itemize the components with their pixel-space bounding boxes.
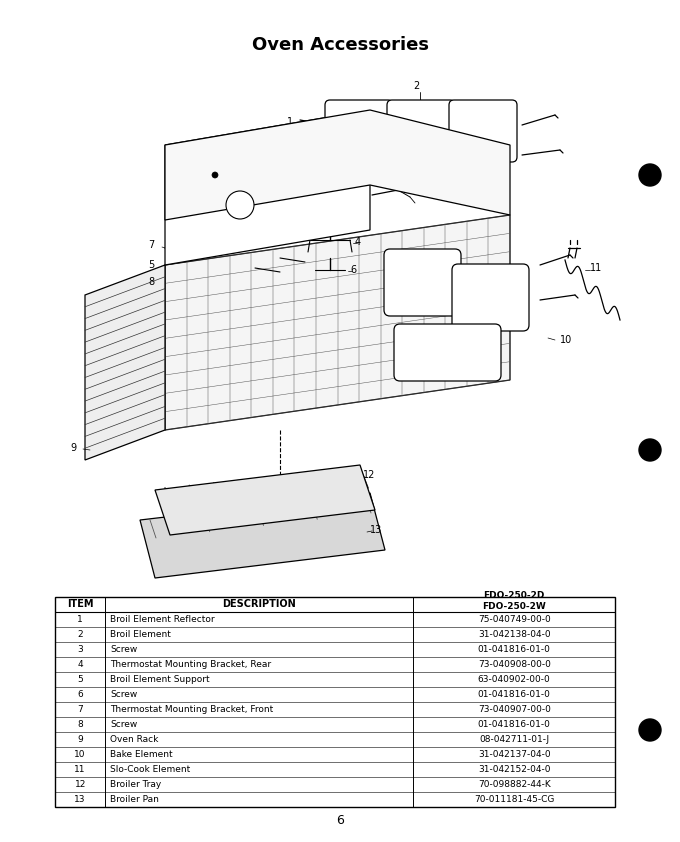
Circle shape: [226, 191, 254, 219]
Circle shape: [639, 719, 661, 741]
Text: 11: 11: [74, 765, 86, 774]
Text: Screw: Screw: [110, 720, 137, 729]
Text: 01-041816-01-0: 01-041816-01-0: [478, 720, 551, 729]
Text: Screw: Screw: [110, 690, 137, 699]
Text: 13: 13: [370, 525, 382, 535]
Text: DESCRIPTION: DESCRIPTION: [222, 600, 296, 610]
Text: 70-011181-45-CG: 70-011181-45-CG: [474, 795, 554, 804]
Text: 1: 1: [78, 615, 83, 624]
Text: 7: 7: [148, 240, 154, 250]
Text: 10: 10: [74, 750, 86, 759]
Text: 7: 7: [78, 705, 83, 714]
Polygon shape: [165, 110, 510, 220]
Text: 63-040902-00-0: 63-040902-00-0: [478, 674, 551, 684]
Polygon shape: [85, 265, 165, 460]
Text: 73-040907-00-0: 73-040907-00-0: [478, 705, 551, 714]
Text: 13: 13: [74, 795, 86, 804]
Text: 31-042138-04-0: 31-042138-04-0: [478, 630, 551, 639]
Text: 8: 8: [148, 277, 154, 287]
Text: 10: 10: [560, 335, 573, 345]
Text: 08-042711-01-J: 08-042711-01-J: [479, 735, 549, 744]
Text: Thermostat Mounting Bracket, Front: Thermostat Mounting Bracket, Front: [110, 705, 273, 714]
Text: Broil Element Reflector: Broil Element Reflector: [110, 615, 215, 624]
Text: 6: 6: [78, 690, 83, 699]
Polygon shape: [165, 215, 510, 430]
Text: 1: 1: [287, 117, 293, 127]
Text: Broiler Tray: Broiler Tray: [110, 780, 162, 789]
FancyBboxPatch shape: [384, 249, 461, 316]
Text: 01-041816-01-0: 01-041816-01-0: [478, 645, 551, 654]
FancyBboxPatch shape: [394, 324, 501, 381]
FancyBboxPatch shape: [449, 100, 517, 162]
Text: Broil Element Support: Broil Element Support: [110, 674, 210, 684]
Text: Broiler Pan: Broiler Pan: [110, 795, 159, 804]
Text: Slo-Cook Element: Slo-Cook Element: [110, 765, 190, 774]
Text: 4: 4: [355, 237, 361, 247]
Polygon shape: [155, 465, 375, 535]
Text: 01-041816-01-0: 01-041816-01-0: [478, 690, 551, 699]
Text: 31-042137-04-0: 31-042137-04-0: [478, 750, 551, 759]
Text: 4: 4: [78, 660, 83, 669]
Text: 3: 3: [418, 183, 424, 193]
Text: 8: 8: [78, 720, 83, 729]
Text: 3: 3: [78, 645, 83, 654]
Text: Oven Rack: Oven Rack: [110, 735, 158, 744]
Text: 31-042152-04-0: 31-042152-04-0: [478, 765, 550, 774]
Bar: [55, 597, 615, 807]
Text: 12: 12: [75, 780, 86, 789]
FancyBboxPatch shape: [452, 264, 529, 331]
Text: 6: 6: [336, 813, 344, 827]
Text: 2: 2: [413, 81, 419, 91]
Text: 6: 6: [350, 265, 356, 275]
Text: 73-040908-00-0: 73-040908-00-0: [478, 660, 551, 669]
Circle shape: [639, 164, 661, 186]
FancyBboxPatch shape: [325, 100, 393, 162]
Text: 5: 5: [148, 260, 154, 270]
Text: FDO-250-2D
FDO-250-2W: FDO-250-2D FDO-250-2W: [482, 591, 546, 611]
Text: 75-040749-00-0: 75-040749-00-0: [478, 615, 551, 624]
Polygon shape: [165, 110, 370, 265]
Text: 9: 9: [70, 443, 76, 453]
Text: 5: 5: [78, 674, 83, 684]
Text: ITEM: ITEM: [67, 600, 93, 610]
Text: Broil Element: Broil Element: [110, 630, 171, 639]
Polygon shape: [140, 493, 385, 578]
Circle shape: [212, 172, 218, 178]
Text: 11: 11: [590, 263, 602, 273]
Text: 70-098882-44-K: 70-098882-44-K: [478, 780, 551, 789]
Text: 12: 12: [363, 470, 375, 480]
Text: 9: 9: [78, 735, 83, 744]
Text: 2: 2: [78, 630, 83, 639]
Text: Oven Accessories: Oven Accessories: [252, 36, 428, 54]
Circle shape: [639, 439, 661, 461]
Text: Thermostat Mounting Bracket, Rear: Thermostat Mounting Bracket, Rear: [110, 660, 271, 669]
Text: Screw: Screw: [110, 645, 137, 654]
Text: Bake Element: Bake Element: [110, 750, 173, 759]
FancyBboxPatch shape: [387, 100, 455, 162]
